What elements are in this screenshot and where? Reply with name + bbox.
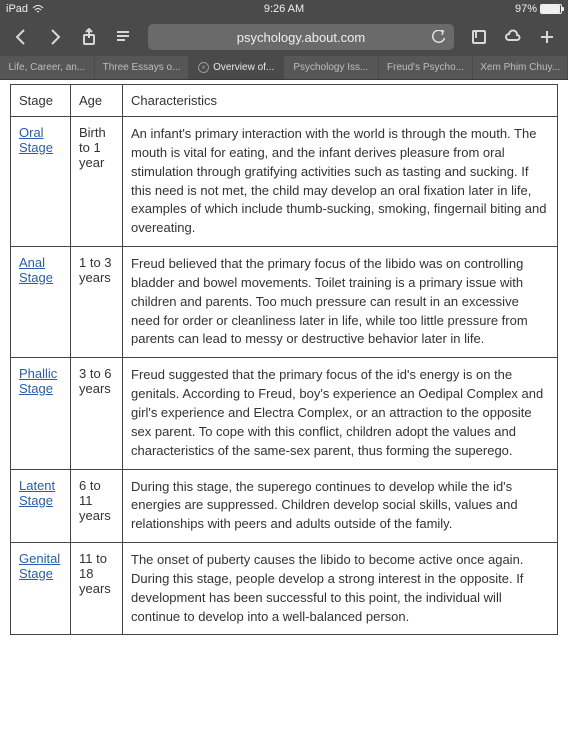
clock: 9:26 AM xyxy=(264,3,304,15)
new-tab-button[interactable] xyxy=(532,22,562,52)
cloud-tabs-button[interactable] xyxy=(498,22,528,52)
table-row: Latent Stage 6 to 11 yearsDuring this sta… xyxy=(11,469,558,543)
browser-toolbar: psychology.about.com xyxy=(0,18,568,56)
tab-0[interactable]: Life, Career, an... xyxy=(0,56,95,79)
tab-label: Life, Career, an... xyxy=(8,62,85,73)
wifi-icon xyxy=(32,5,44,14)
stage-link[interactable]: Anal Stage xyxy=(19,255,53,285)
characteristics-cell: Freud suggested that the primary focus o… xyxy=(123,358,558,469)
reload-icon[interactable] xyxy=(432,30,446,44)
tabs-bar: Life, Career, an... Three Essays o... × Ove… xyxy=(0,56,568,80)
table-row: Oral Stage Birth to 1 yearAn infant's pri… xyxy=(11,117,558,247)
table-row: Genital Stage 11 to 18 yearsThe onset of … xyxy=(11,543,558,635)
age-cell: 11 to 18 years xyxy=(71,543,123,635)
battery-icon xyxy=(540,4,562,14)
tab-label: Overview of... xyxy=(213,62,274,73)
stage-link[interactable]: Oral Stage xyxy=(19,125,53,155)
header-stage: Stage xyxy=(11,85,71,117)
tab-2[interactable]: × Overview of... xyxy=(189,56,284,79)
stages-table: Stage Age Characteristics Oral Stage Birt… xyxy=(10,84,558,635)
address-bar[interactable]: psychology.about.com xyxy=(148,24,454,50)
age-cell: 6 to 11 years xyxy=(71,469,123,543)
age-cell: Birth to 1 year xyxy=(71,117,123,247)
tab-5[interactable]: Xem Phim Chuy... xyxy=(473,56,568,79)
battery-percent: 97% xyxy=(515,3,537,15)
tab-4[interactable]: Freud's Psycho... xyxy=(379,56,474,79)
header-characteristics: Characteristics xyxy=(123,85,558,117)
stage-link[interactable]: Genital Stage xyxy=(19,551,60,581)
table-row: Phallic Stage 3 to 6 yearsFreud suggested… xyxy=(11,358,558,469)
back-button[interactable] xyxy=(6,22,36,52)
age-cell: 1 to 3 years xyxy=(71,247,123,358)
forward-button[interactable] xyxy=(40,22,70,52)
stage-link[interactable]: Phallic Stage xyxy=(19,366,57,396)
device-label: iPad xyxy=(6,3,28,15)
bookmarks-button[interactable] xyxy=(464,22,494,52)
tab-label: Freud's Psycho... xyxy=(387,62,464,73)
url-text: psychology.about.com xyxy=(237,30,365,45)
tab-label: Psychology Iss... xyxy=(293,62,368,73)
page-content: Stage Age Characteristics Oral Stage Birt… xyxy=(0,80,568,748)
status-bar: iPad 9:26 AM 97% xyxy=(0,0,568,18)
reader-button[interactable] xyxy=(108,22,138,52)
stage-link[interactable]: Latent Stage xyxy=(19,478,55,508)
header-age: Age xyxy=(71,85,123,117)
characteristics-cell: An infant's primary interaction with the… xyxy=(123,117,558,247)
characteristics-cell: Freud believed that the primary focus of… xyxy=(123,247,558,358)
tab-3[interactable]: Psychology Iss... xyxy=(284,56,379,79)
close-icon[interactable]: × xyxy=(198,62,209,73)
tab-label: Three Essays o... xyxy=(103,62,181,73)
table-row: Anal Stage 1 to 3 yearsFreud believed tha… xyxy=(11,247,558,358)
characteristics-cell: The onset of puberty causes the libido t… xyxy=(123,543,558,635)
age-cell: 3 to 6 years xyxy=(71,358,123,469)
share-button[interactable] xyxy=(74,22,104,52)
tab-1[interactable]: Three Essays o... xyxy=(95,56,190,79)
tab-label: Xem Phim Chuy... xyxy=(480,62,560,73)
characteristics-cell: During this stage, the superego continue… xyxy=(123,469,558,543)
